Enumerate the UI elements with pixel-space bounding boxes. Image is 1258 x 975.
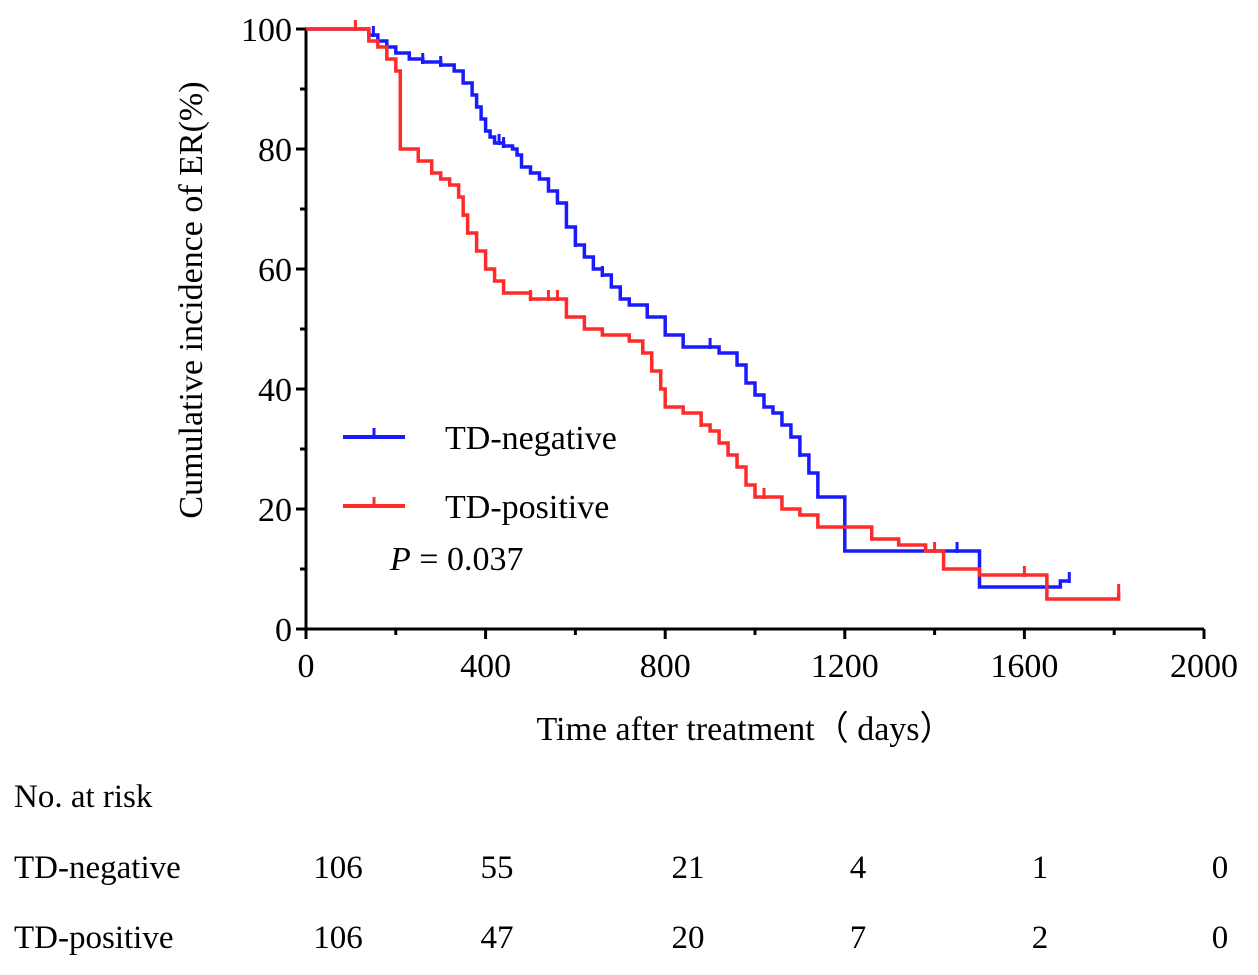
series-line-TD-positive <box>306 27 1121 601</box>
risk-cell: 21 <box>671 850 705 886</box>
risk-cell: 7 <box>849 920 867 956</box>
risk-cell: 4 <box>849 850 867 886</box>
legend-label: TD-negative <box>445 420 617 457</box>
x-tick-label: 0 <box>298 648 315 685</box>
x-tick-label: 1200 <box>811 648 879 685</box>
series-layer <box>306 20 1121 601</box>
series-line-TD-negative <box>306 27 1070 589</box>
risk-cell: 0 <box>1211 850 1229 886</box>
risk-cell: 106 <box>313 920 363 956</box>
risk-cell: 47 <box>480 920 514 956</box>
y-axis-label: Cumulative incidence of ER(%) <box>173 81 210 518</box>
legend-label: TD-positive <box>445 489 609 526</box>
y-tick-label: 100 <box>241 12 292 49</box>
risk-cell: 55 <box>480 850 514 886</box>
x-tick-label: 1600 <box>990 648 1058 685</box>
y-tick-label: 80 <box>258 132 292 169</box>
p-value-label: P <box>389 541 411 578</box>
x-tick-label: 400 <box>460 648 511 685</box>
risk-table-title: No. at risk <box>14 779 153 815</box>
p-value: P = 0.037 <box>389 541 523 578</box>
risk-cell: 20 <box>671 920 705 956</box>
y-tick-label: 40 <box>258 372 292 409</box>
risk-cell: 1 <box>1031 850 1049 886</box>
y-tick-label: 20 <box>258 492 292 529</box>
legend: TD-negative TD-positive <box>343 420 617 526</box>
p-value-text: = 0.037 <box>411 541 524 578</box>
y-tick-label: 0 <box>275 612 292 649</box>
risk-cell: 0 <box>1211 920 1229 956</box>
km-chart: 0 20 40 60 80 100 0 400 800 1200 1600 2000 TD-negat… <box>173 12 1238 748</box>
risk-row-label-positive: TD-positive <box>14 920 174 956</box>
x-tick-label: 800 <box>640 648 691 685</box>
axes: 0 20 40 60 80 100 0 400 800 1200 1600 2000 <box>241 12 1238 685</box>
risk-row-label-negative: TD-negative <box>14 850 181 886</box>
x-axis-label: Time after treatment（ days） <box>536 710 953 748</box>
y-tick-label: 60 <box>258 252 292 289</box>
risk-cell: 106 <box>313 850 363 886</box>
risk-cell: 2 <box>1031 920 1049 956</box>
x-tick-label: 2000 <box>1170 648 1238 685</box>
